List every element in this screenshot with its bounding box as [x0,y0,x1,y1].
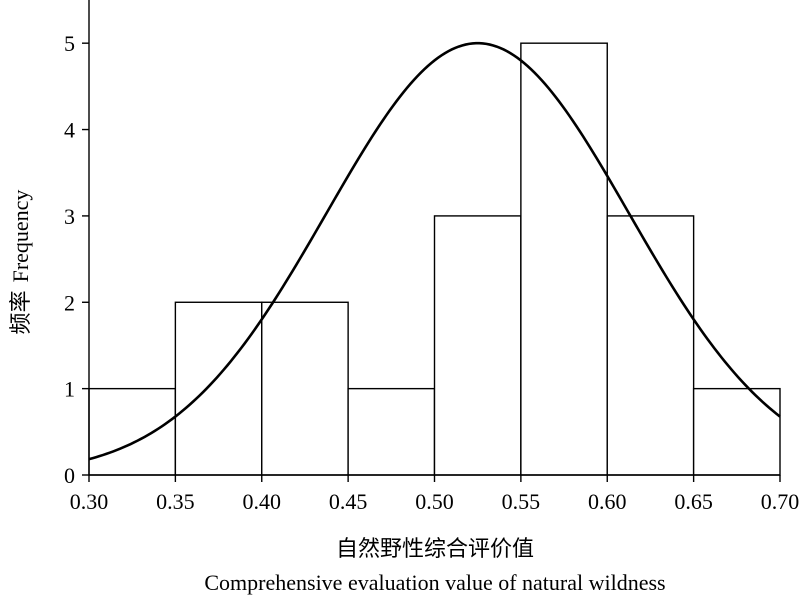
x-tick-label-0.35: 0.35 [156,489,195,514]
normal-curve [88,41,781,461]
y-ticks-group: 0 1 2 3 4 5 [64,31,89,488]
x-tick-label-0.45: 0.45 [329,489,368,514]
y-tick-label-3: 3 [64,204,75,229]
y-axis-title: 频率 Frequency [8,190,34,335]
x-tick-label-0.70: 0.70 [761,489,800,514]
x-tick-label-0.55: 0.55 [502,489,541,514]
y-tick-label-4: 4 [64,118,75,143]
x-tick-label-0.40: 0.40 [243,489,282,514]
y-tick-label-5: 5 [64,31,75,56]
y-axis-title-en: Frequency [8,190,33,283]
histogram-bar-3 [347,387,436,476]
y-axis-title-cn: 频率 [9,290,34,334]
y-tick-label-1: 1 [64,377,75,402]
histogram-bar-6 [606,215,695,476]
x-ticks-group: 0.30 0.35 0.40 0.45 0.50 0.55 0.60 0.65 0.70 [70,475,800,514]
y-tick-label-2: 2 [64,290,75,315]
histogram-bar-0 [88,387,177,476]
x-tick-label-0.65: 0.65 [674,489,713,514]
histogram-bar-7 [692,387,781,476]
bars-group [88,42,781,476]
x-axis-title-en: Comprehensive evaluation value of natura… [204,570,665,595]
x-axis-title-cn: 自然野性综合评价值 [336,537,534,562]
histogram-bar-2 [261,301,349,476]
x-tick-label-0.30: 0.30 [70,489,109,514]
histogram-bar-4 [433,215,522,476]
histogram-bar-1 [174,301,263,476]
x-tick-label-0.60: 0.60 [588,489,627,514]
histogram-bar-5 [520,42,608,476]
y-axis-title-group: 频率 Frequency [8,190,34,335]
y-tick-label-0: 0 [64,463,75,488]
x-tick-label-0.50: 0.50 [415,489,454,514]
